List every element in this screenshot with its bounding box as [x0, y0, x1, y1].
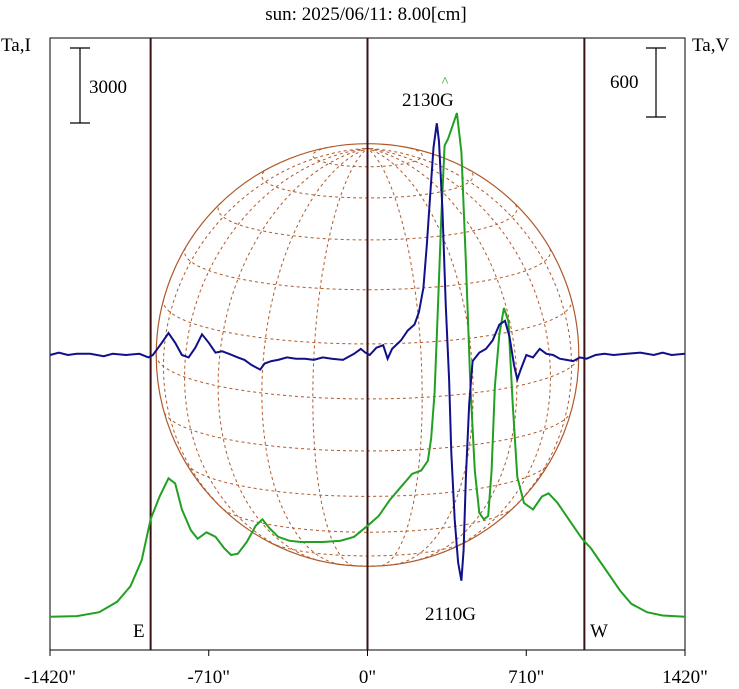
upper-peak-label: 2130G: [402, 90, 454, 111]
x-axis-ticks: -1420" -710" 0" 710" 1420": [24, 650, 708, 688]
meridian-line: [312, 147, 368, 567]
right-scale-bar-label: 600: [610, 72, 639, 93]
x-tick-label: -1420": [24, 667, 76, 688]
meridian-line: [367, 147, 423, 567]
left-scale-bar-label: 3000: [89, 77, 127, 98]
lower-peak-label: 2110G: [425, 604, 476, 625]
x-tick-label: -710": [187, 667, 230, 688]
polarization-series-line: [49, 123, 686, 581]
right-axis-label: Ta,V: [692, 35, 729, 56]
x-tick-label: 1420": [662, 667, 708, 688]
right-scale-bar: 600: [610, 47, 666, 118]
meridian-line: [162, 147, 368, 517]
intensity-series-line: [49, 112, 686, 618]
parallel-line: [222, 508, 513, 533]
left-axis-label: Ta,I: [1, 35, 31, 56]
east-label: E: [133, 621, 145, 642]
meridian-line: [367, 147, 552, 554]
meridian-line: [367, 147, 474, 565]
west-label: W: [590, 621, 608, 642]
upper-peak-marker: ^: [442, 75, 449, 90]
parallel-line: [183, 247, 552, 291]
meridian-line: [367, 147, 573, 517]
meridian-line: [217, 147, 368, 562]
meridian-line: [183, 147, 368, 554]
left-scale-bar: 3000: [70, 47, 127, 124]
vertical-guides: [149, 38, 586, 650]
x-tick-label: 710": [508, 667, 544, 688]
chart-title: sun: 2025/06/11: 8.00[cm]: [265, 4, 466, 25]
meridian-line: [261, 147, 368, 565]
x-tick-label: 0": [359, 667, 376, 688]
